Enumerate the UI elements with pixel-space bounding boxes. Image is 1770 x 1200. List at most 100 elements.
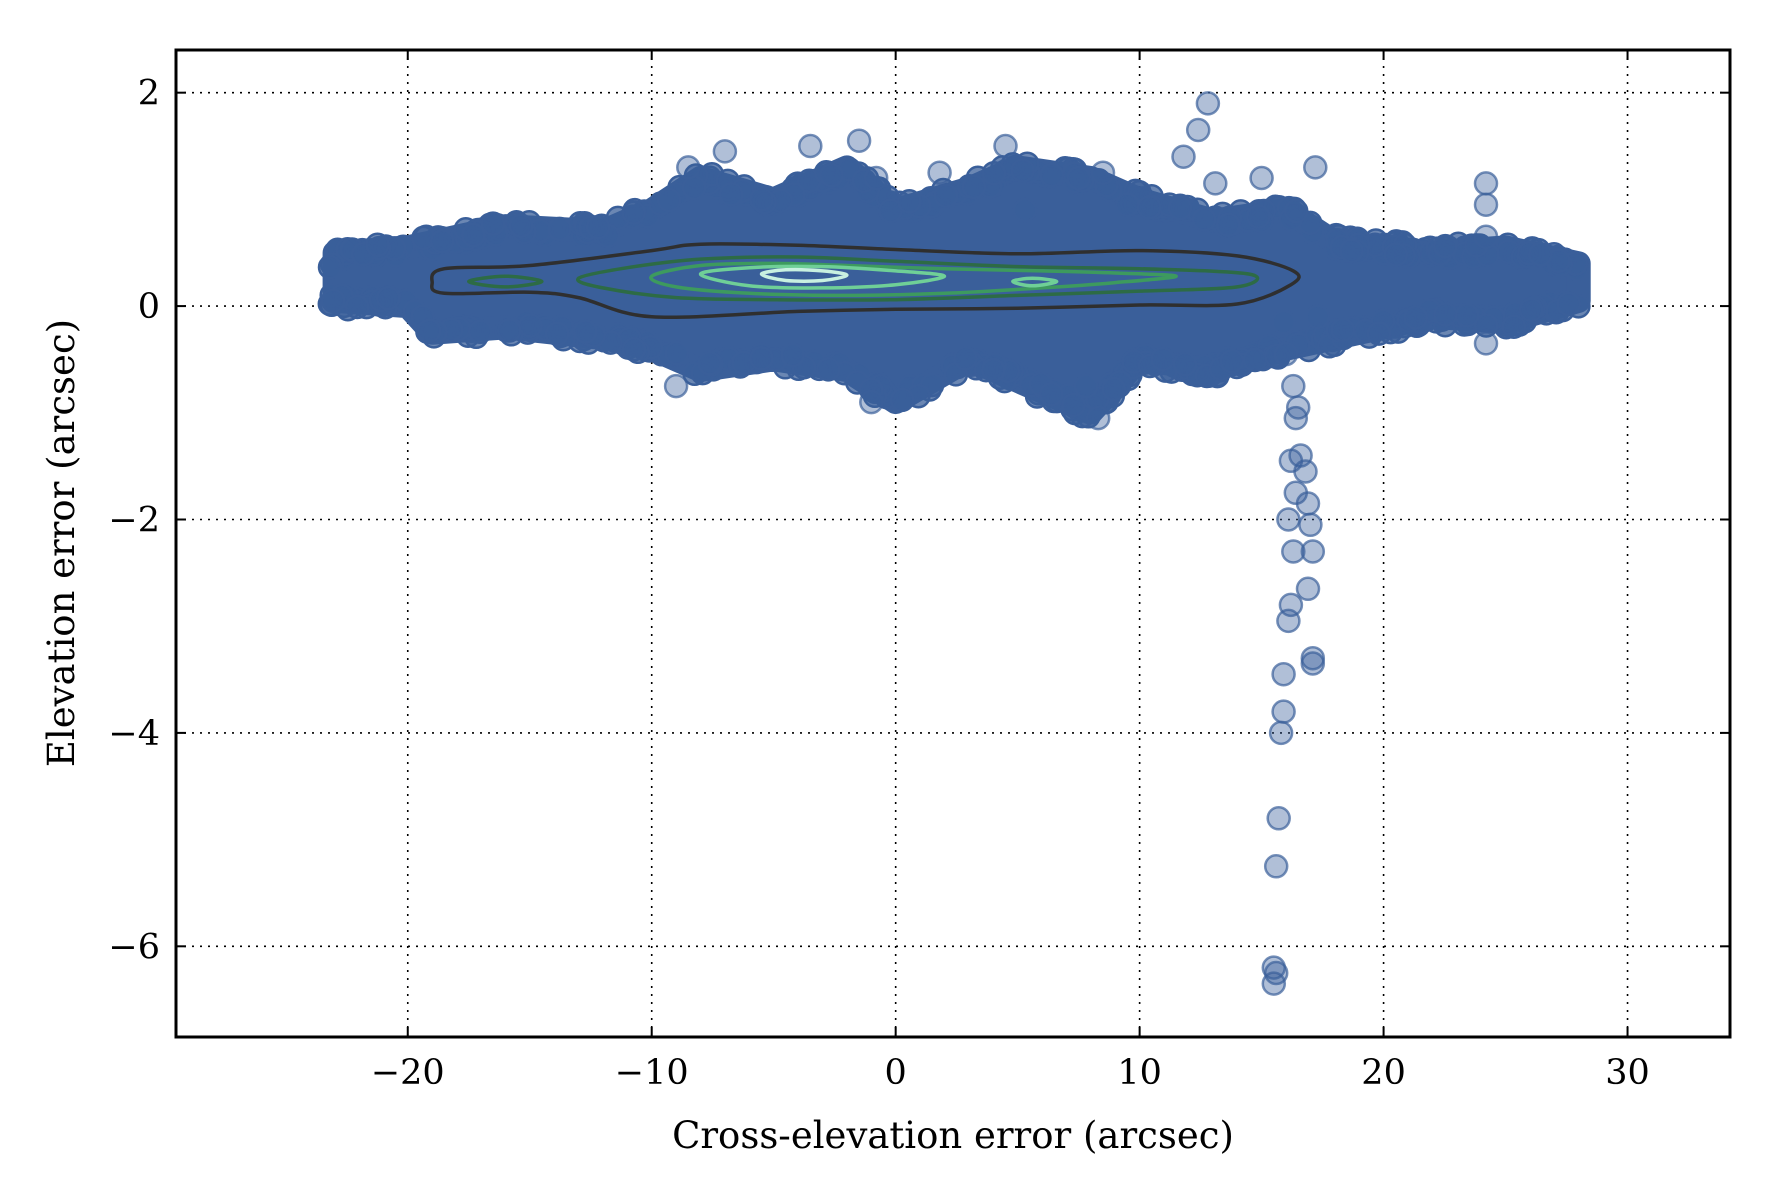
scatter-point (1101, 376, 1127, 402)
scatter-point (320, 288, 346, 314)
scatter-point (749, 346, 774, 371)
scatter-point (1501, 314, 1527, 339)
scatter-point (1263, 854, 1289, 879)
scatter-point (1073, 373, 1099, 399)
density-contours (430, 242, 1301, 320)
scatter-point (933, 183, 959, 208)
density-contour (1011, 276, 1059, 288)
scatter-point (953, 346, 978, 371)
scatter-point (508, 213, 534, 238)
scatter-point (1191, 207, 1217, 232)
scatter-point (317, 254, 343, 280)
x-axis-label: Cross-elevation error (arcsec) (672, 1114, 1234, 1157)
scatter-point (1219, 348, 1245, 374)
x-tick-label: −20 (371, 1053, 445, 1093)
scatter-point (1433, 233, 1458, 259)
scatter-point (416, 318, 442, 344)
scatter-point (1518, 297, 1544, 323)
scatter-point (676, 155, 701, 180)
scatter-point (1473, 313, 1499, 338)
scatter-point (1298, 512, 1323, 538)
density-contour (430, 242, 1301, 320)
scatter-point (656, 187, 682, 213)
scatter-point (497, 318, 522, 343)
density-contour (575, 255, 1260, 302)
x-tick-label: 30 (1605, 1053, 1650, 1093)
y-axis-label: Elevation error (arcsec) (40, 319, 83, 767)
scatter-point (681, 175, 707, 201)
scatter-point (1473, 192, 1499, 217)
scatter-point (1383, 242, 1409, 267)
x-tick-label: 10 (1117, 1053, 1162, 1093)
scatter-point (981, 357, 1006, 383)
scatter-point (1293, 459, 1318, 484)
scatter-point (1473, 331, 1499, 356)
scatter-points (663, 91, 1499, 996)
scatter-point (719, 182, 744, 207)
scatter-point (1473, 171, 1499, 196)
scatter-point (1150, 346, 1175, 372)
plot-frame (174, 48, 1732, 1039)
scatter-point (1195, 91, 1221, 116)
y-tick-label: −2 (108, 500, 160, 540)
scatter-point (961, 174, 987, 200)
scatter-point (467, 319, 493, 345)
scatter-point (1061, 392, 1086, 418)
scatter-point (1039, 381, 1064, 407)
scatter-point (365, 232, 390, 257)
scatter-point (461, 222, 486, 248)
scatter-point (1137, 195, 1162, 220)
scatter-point (1172, 351, 1198, 377)
scatter-point (1273, 341, 1299, 367)
scatter-point (375, 285, 401, 311)
scatter-point (480, 211, 506, 236)
scatter-point (1215, 212, 1241, 238)
scatter-point (697, 351, 722, 376)
scatter-point (1283, 198, 1309, 224)
scatter-point (518, 313, 543, 338)
scatter-point (547, 216, 572, 242)
scatter-point (544, 321, 570, 347)
scatter-point (585, 214, 611, 240)
density-contour (759, 267, 849, 283)
scatter-point (1281, 373, 1306, 399)
scatter-point (780, 342, 805, 368)
scatter-point (1203, 171, 1228, 196)
y-tick-label: −6 (108, 927, 160, 967)
scatter-point (1266, 806, 1291, 831)
scatter-point (819, 162, 844, 188)
scatter-point (897, 189, 922, 214)
scatter-point (1281, 539, 1306, 564)
density-contour (698, 264, 947, 290)
scatter-point (1010, 158, 1035, 183)
scatter-point (859, 389, 884, 415)
x-tick-label: −10 (615, 1053, 689, 1093)
y-tick-label: 0 (138, 287, 160, 327)
scatter-point (1246, 204, 1271, 229)
x-tick-label: 20 (1361, 1053, 1406, 1093)
scatter-point (1264, 343, 1289, 369)
scatter-point (1295, 576, 1321, 602)
scatter-point (1249, 165, 1274, 191)
scatter-point (1330, 317, 1355, 342)
scatter-point (1473, 224, 1499, 249)
scatter-point (1285, 395, 1311, 420)
y-tick-label: −4 (108, 714, 160, 754)
scatter-point (1167, 195, 1193, 221)
scatter-point (1528, 241, 1553, 267)
density-contour (649, 261, 1178, 298)
scatter-point (1276, 608, 1301, 634)
scatter-point (993, 133, 1018, 159)
scatter-point (1268, 720, 1294, 746)
scatter-point (889, 387, 915, 413)
scatter-point (1403, 305, 1428, 330)
scatter-point (1271, 661, 1296, 687)
scatter-point (749, 187, 774, 212)
scatter-point (1271, 309, 1296, 335)
scatter-point (1185, 117, 1211, 143)
scatter-point (663, 373, 689, 399)
scatter-point (798, 133, 823, 159)
scatter-point (1303, 155, 1328, 180)
scatter-point (846, 128, 872, 153)
